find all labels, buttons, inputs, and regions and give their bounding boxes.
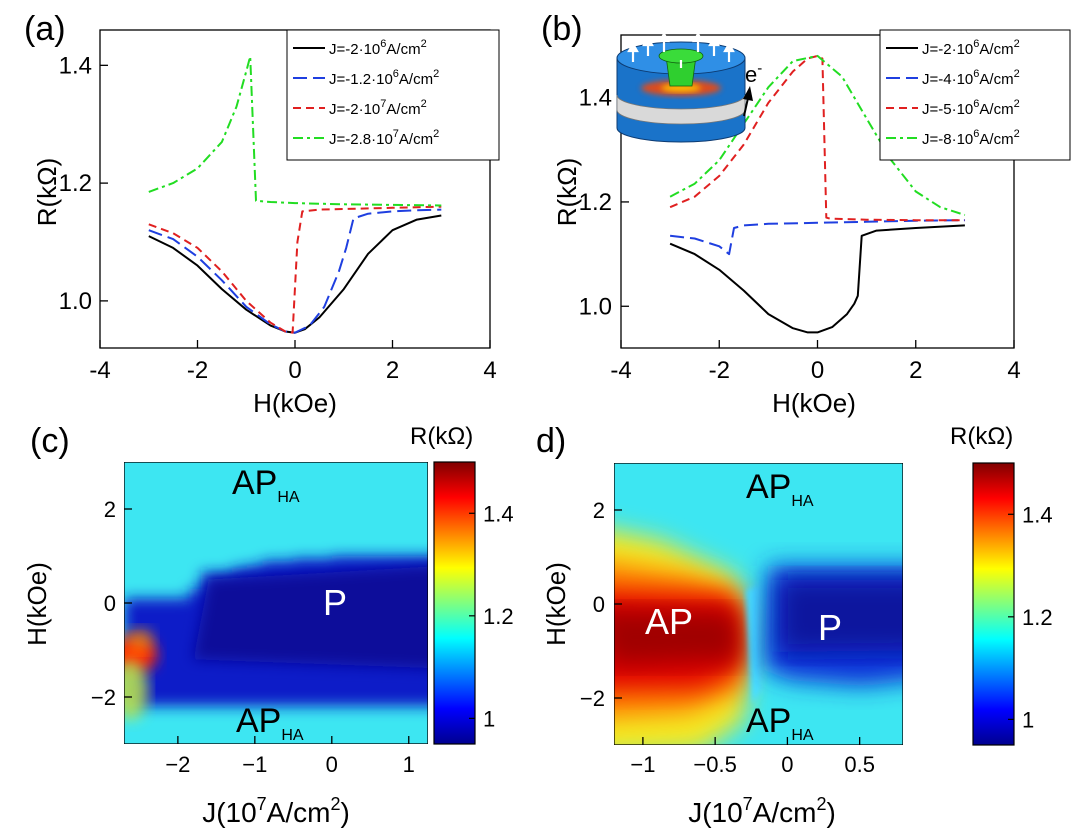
panel-d-colorbar xyxy=(973,463,1014,745)
panel-b-xlabel: H(kOe) xyxy=(772,388,856,418)
panel-d-label: d) xyxy=(536,422,566,460)
panel-c-ytick-label: 0 xyxy=(104,591,116,616)
panel-d: d) −1 −0.5 0 0.5−202 APHA AP P APHA H(kOe) … xyxy=(536,422,1053,828)
panel-d-xtick-label: −0.5 xyxy=(693,752,736,777)
panel-a-xtick-label: -2 xyxy=(187,357,208,384)
panel-c-label: (c) xyxy=(30,422,70,460)
panel-c-xtick-label: −1 xyxy=(242,752,267,777)
panel-a-series-3 xyxy=(149,207,442,333)
panel-a-ylabel: R(kΩ) xyxy=(32,158,62,227)
panel-c: (c) −2 −1 0 1−202 APHA P APHA H(kOe) J(107A… xyxy=(22,422,514,828)
panel-d-colorbar-title: R(kΩ) xyxy=(950,423,1013,450)
panel-c-colorbar-tick-label: 1.4 xyxy=(483,501,514,526)
panel-a-legend-entry: J=-1.2·106A/cm2 xyxy=(329,68,439,88)
panel-a: (a) -4 -2 0 2 4 1.0 1.2 1.4 R(kΩ) H(kOe) J=-2·1… xyxy=(24,10,499,418)
panel-c-ytick-label: 2 xyxy=(104,497,116,522)
panel-b-xtick-label: 2 xyxy=(909,357,922,384)
panel-c-ylabel: H(kOe) xyxy=(22,562,52,646)
panel-b-legend-entry: J=-8·106A/cm2 xyxy=(922,128,1020,148)
panel-b-xtick-label: 4 xyxy=(1007,357,1020,384)
panel-d-ap-region-label: AP xyxy=(645,601,693,642)
panel-c-xtick-label: 1 xyxy=(403,752,415,777)
panel-c-colorbar xyxy=(434,462,475,744)
panel-c-colorbar-title: R(kΩ) xyxy=(410,423,473,450)
panel-d-ytick-label: −2 xyxy=(580,686,605,711)
panel-a-legend-entry: J=-2.8·107A/cm2 xyxy=(329,128,439,148)
panel-a-label: (a) xyxy=(24,10,66,48)
panel-a-xtick-label: 4 xyxy=(483,357,496,384)
panel-b: (b) -4 -2 0 2 4 1.0 1.2 1.4 R(kΩ) H(kOe) J=-2·1… xyxy=(541,10,1070,418)
panel-d-ylabel: H(kOe) xyxy=(541,562,571,646)
panel-b-legend-entry: J=-2·106A/cm2 xyxy=(922,38,1020,58)
panel-a-series-1 xyxy=(149,216,442,333)
panel-b-xtick-label: -4 xyxy=(610,357,631,384)
panel-c-p-region-label: P xyxy=(323,582,347,623)
panel-d-xtick-label: 0 xyxy=(781,752,793,777)
panel-a-ytick-label: 1.2 xyxy=(59,170,92,197)
panel-a-xtick-label: 2 xyxy=(386,357,399,384)
panel-b-ytick-label: 1.4 xyxy=(579,85,612,112)
panel-b-legend: J=-2·106A/cm2 J=-4·106A/cm2 J=-5·106A/cm2 J… xyxy=(880,30,1070,160)
panel-b-ytick-label: 1.2 xyxy=(579,189,612,216)
panel-d-colorbar-tick-label: 1 xyxy=(1022,707,1034,732)
panel-a-xlabel: H(kOe) xyxy=(253,388,337,418)
panel-d-xtick-label: 0.5 xyxy=(844,752,875,777)
panel-a-xtick-label: -4 xyxy=(89,357,110,384)
panel-b-series-2 xyxy=(670,220,965,254)
panel-b-series-1 xyxy=(670,225,965,332)
panel-c-colorbar-tick-label: 1 xyxy=(483,706,495,731)
inset-electron-label: e- xyxy=(745,60,762,87)
panel-b-xtick-label: 0 xyxy=(811,357,824,384)
panel-d-ytick-label: 0 xyxy=(593,592,605,617)
panel-d-colorbar-tick-label: 1.4 xyxy=(1022,502,1053,527)
panel-b-ylabel: R(kΩ) xyxy=(552,158,582,227)
panel-b-legend-entry: J=-4·106A/cm2 xyxy=(922,68,1020,88)
panel-a-legend-entry: J=-2·106A/cm2 xyxy=(329,38,427,58)
panel-c-xtick-label: 0 xyxy=(326,752,338,777)
panel-a-ytick-label: 1.4 xyxy=(59,52,92,79)
mtj-device-inset-icon: e- xyxy=(617,34,762,142)
panel-b-ytick-label: 1.0 xyxy=(579,293,612,320)
panel-a-xtick-label: 0 xyxy=(288,357,301,384)
panel-a-legend: J=-2·106A/cm2 J=-1.2·106A/cm2 J=-2·107A/cm… xyxy=(287,30,499,160)
panel-b-xtick-label: -2 xyxy=(709,357,730,384)
panel-d-p-region-label: P xyxy=(818,607,842,648)
panel-b-legend-entry: J=-5·106A/cm2 xyxy=(922,98,1020,118)
panel-c-xtick-label: −2 xyxy=(165,752,190,777)
panel-c-xlabel: J(107A/cm2) xyxy=(202,794,350,828)
panel-a-legend-entry: J=-2·107A/cm2 xyxy=(329,98,427,118)
panel-d-ytick-label: 2 xyxy=(593,498,605,523)
panel-d-xtick-label: −1 xyxy=(630,752,655,777)
panel-a-ytick-label: 1.0 xyxy=(59,288,92,315)
panel-c-colorbar-tick-label: 1.2 xyxy=(483,604,514,629)
panel-d-xlabel: J(107A/cm2) xyxy=(688,794,836,828)
panel-d-colorbar-tick-label: 1.2 xyxy=(1022,605,1053,630)
panel-b-label: (b) xyxy=(541,10,583,48)
panel-c-ytick-label: −2 xyxy=(91,685,116,710)
